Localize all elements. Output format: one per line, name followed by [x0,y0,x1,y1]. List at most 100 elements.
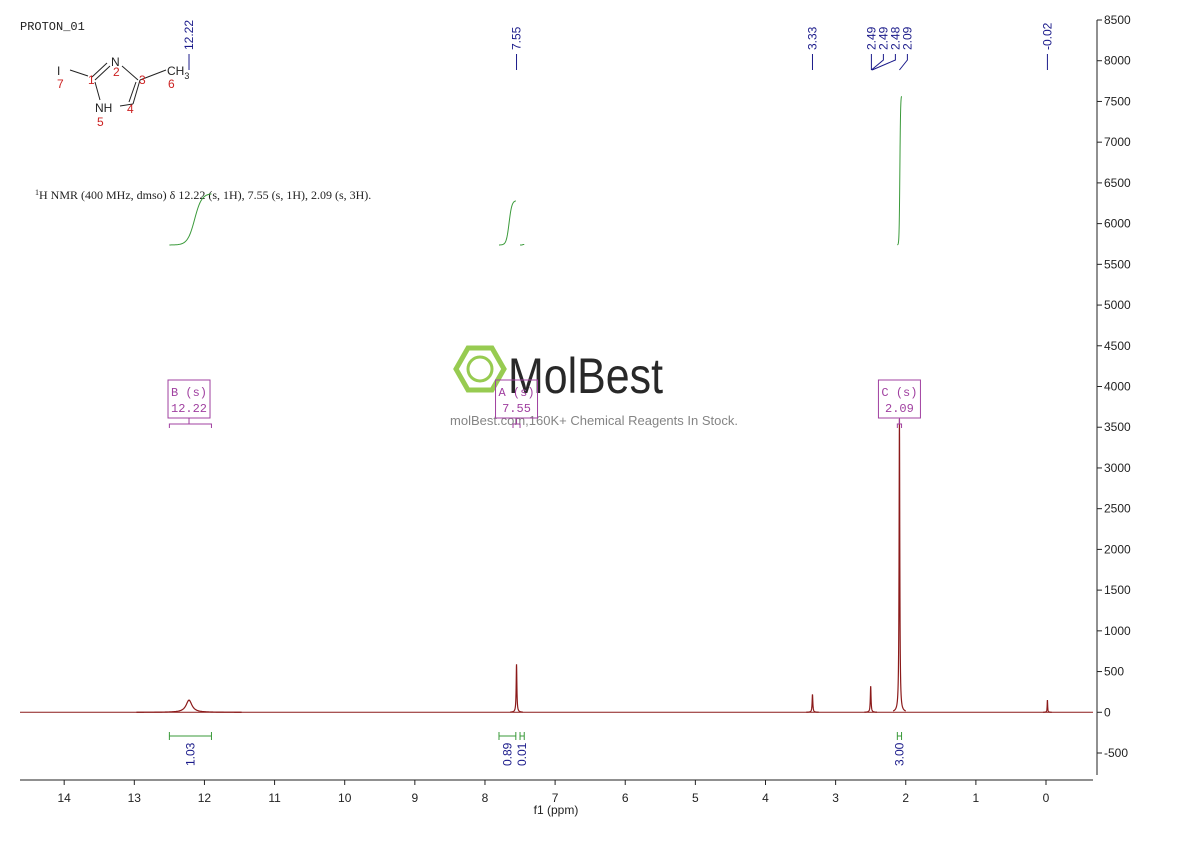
peak-label: 2.49 [876,26,890,50]
peak [892,419,906,712]
integral-curve [498,200,516,246]
integral-label: 1.03 [183,742,197,766]
multiplet-shift: 7.55 [502,402,531,416]
x-tick-label: 6 [622,791,629,805]
peak-label: 2.49 [864,26,878,50]
peak-label: 2.48 [888,26,902,50]
y-tick-label: 1000 [1104,624,1131,638]
y-tick-label: 7500 [1104,94,1131,108]
integral-bracket [498,732,517,740]
atom-subscript: 3 [184,71,189,81]
annotation: 1H NMR (400 MHz, dmso) δ 12.22 (s, 1H), … [35,188,371,202]
atom-number: 7 [57,77,64,91]
x-tick-label: 8 [482,791,489,805]
y-tick-label: 7000 [1104,135,1131,149]
peak-label: 2.09 [900,26,914,50]
peak-connector [899,54,908,71]
atom-number: 4 [127,102,134,116]
bond [119,103,134,107]
annotation-text: H NMR (400 MHz, dmso) δ 12.22 (s, 1H), 7… [39,188,371,202]
x-axis-label: f1 (ppm) [534,803,579,817]
atom: N [111,55,120,69]
y-tick-label: 8000 [1104,54,1131,68]
integral-curve [897,96,903,246]
bond [69,69,89,77]
peak [1043,700,1052,713]
title: PROTON_01 [20,20,85,34]
atom-number: 1 [88,73,95,87]
integral-label: 3.00 [892,742,906,766]
x-tick-label: 12 [198,791,212,805]
atom-number: 6 [168,77,175,91]
y-tick-label: 0 [1104,705,1111,719]
y-tick-label: 6000 [1104,217,1131,231]
y-tick-label: 5000 [1104,298,1131,312]
x-tick-label: 3 [832,791,839,805]
x-tick-label: 9 [411,791,418,805]
integral-label: 0.89 [500,742,514,766]
multiplet-shift: 12.22 [171,402,207,416]
multiplet-label: B (s) [171,386,207,400]
superscript: 1 [35,188,39,197]
atom: I [57,64,60,78]
bond [139,69,167,81]
y-tick-label: 3500 [1104,420,1131,434]
multiplet-range [896,418,903,428]
y-tick-label: 3000 [1104,461,1131,475]
logo-icon [453,345,507,393]
peak [806,694,819,713]
x-tick-label: 10 [338,791,352,805]
atom-number: 2 [113,65,120,79]
atom-number: 5 [97,115,104,129]
x-tick-label: 7 [552,791,559,805]
logo-text: MolBest [508,348,663,404]
bond [132,79,141,105]
logo-icon [466,355,494,383]
x-tick-label: 4 [762,791,769,805]
y-tick-label: 2500 [1104,502,1131,516]
integral-curve [520,244,525,246]
bond [128,81,137,103]
y-tick-label: 500 [1104,665,1124,679]
peak [136,699,242,713]
tagline: molBest.com,160K+ Chemical Reagents In S… [450,413,738,428]
peak-label: 12.22 [182,20,196,50]
watermark: MolBest molBest.com,160K+ Chemical Reage… [450,345,738,428]
x-tick-label: 14 [58,791,72,805]
multiplet-label: A (s) [499,386,535,400]
bond [94,81,101,101]
peak [510,664,523,713]
atom: CH3 [167,64,189,81]
molecule [69,62,167,107]
integral-curve [169,193,212,246]
x-tick-label: 0 [1043,791,1050,805]
multiplet-shift: 2.09 [885,402,914,416]
y-tick-label: 5500 [1104,257,1131,271]
integral-bracket [168,732,212,740]
peak-label: 3.33 [805,26,819,50]
integral-bracket [896,732,903,740]
molecule-labels: I N NH CH3 1 2 3 4 5 6 7 [57,55,189,129]
multiplet-range [168,418,212,428]
bond [121,65,139,81]
atom-number: 3 [139,73,146,87]
atom: CH [167,64,184,78]
y-tick-label: 4500 [1104,339,1131,353]
y-tick-label: 2000 [1104,542,1131,556]
peak-connector [871,54,896,71]
y-tick-label: 1500 [1104,583,1131,597]
atom: NH [95,101,112,115]
y-tick-label: 4000 [1104,380,1131,394]
bond [91,62,108,78]
x-tick-label: 2 [902,791,909,805]
peak-label: -0.02 [1040,22,1054,50]
x-tick-label: 1 [973,791,980,805]
y-tick-label: 8500 [1104,13,1131,27]
x-tick-label: 5 [692,791,699,805]
integral-label: 0.01 [515,742,529,766]
peak-connector [871,54,884,71]
multiplet-range [512,418,521,428]
peak [864,686,877,713]
y-tick-label: -500 [1104,746,1128,760]
peak-label: 7.55 [510,26,524,50]
